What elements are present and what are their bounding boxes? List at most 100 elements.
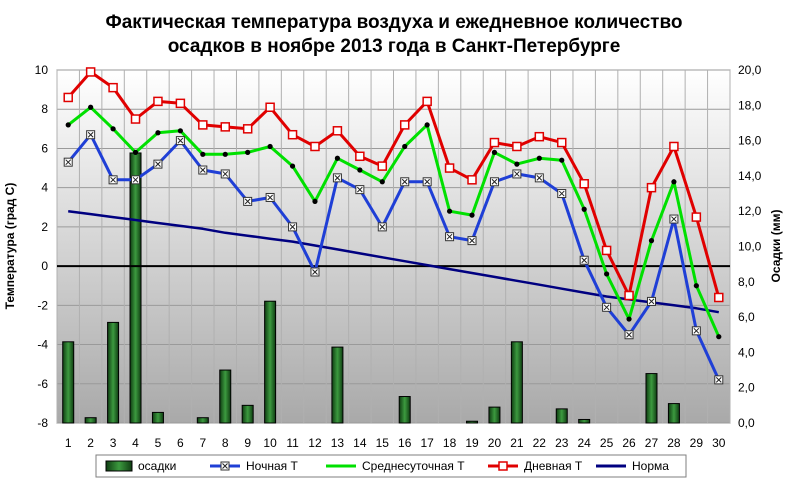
x-tick-label: 15 [376, 436, 390, 450]
precipitation-bar [107, 321, 120, 424]
mean-temp-point [648, 238, 655, 244]
y-tick-label: 10 [35, 63, 49, 77]
y2-tick-label: 12,0 [738, 204, 762, 218]
x-tick-label: 30 [712, 436, 726, 450]
day-temp-point [242, 124, 253, 134]
y-tick-label: -8 [37, 416, 48, 430]
series-line-1 [67, 105, 721, 338]
y2-tick-label: 20,0 [738, 63, 762, 77]
chart-title-line-1: Фактическая температура воздуха и ежедне… [106, 12, 683, 33]
legend-swatch-bars [105, 460, 133, 472]
x-tick-label: 1 [65, 436, 72, 450]
precipitation-bar [466, 420, 479, 424]
day-temp-point [422, 96, 432, 107]
night-temp-point-x [356, 186, 363, 193]
night-temp-point-x [155, 161, 161, 167]
y2-tick-label: 14,0 [738, 169, 762, 183]
day-temp-point [287, 129, 298, 140]
y2-axis-ticks: 0,0 2,0 4,0 6,0 8,0 10,0 12,0 14,0 16,0 18,0 20,0 [738, 63, 762, 430]
precipitation-bar [510, 341, 523, 424]
day-temp-point [534, 131, 545, 142]
x-tick-label: 26 [622, 436, 636, 450]
x-tick-label: 24 [578, 436, 592, 450]
night-temp-point-x [603, 304, 610, 311]
x-tick-label: 29 [690, 436, 704, 450]
y-tick-label: 2 [41, 220, 48, 234]
night-temp-point-x [65, 159, 72, 166]
x-tick-label: 21 [510, 436, 524, 450]
x-tick-label: 17 [420, 436, 434, 450]
x-tick-label: 28 [667, 436, 681, 450]
night-temp-point-x [379, 224, 386, 230]
x-tick-label: 13 [331, 436, 345, 450]
night-temp-point-x [267, 194, 273, 201]
day-temp-point [444, 163, 455, 173]
precipitation-bars [62, 152, 680, 424]
day-temp-point [512, 141, 522, 152]
night-temp-point-x [648, 298, 655, 305]
mean-temp-point [312, 198, 318, 204]
y-tick-label: -4 [37, 338, 48, 352]
day-temp-point [108, 82, 118, 93]
mean-temp-point [716, 334, 722, 340]
night-temp-point-x [424, 178, 431, 185]
precipitation-bar [241, 404, 254, 424]
day-temp-point [691, 212, 702, 222]
chart-title-line-2: осадков в ноябре 2013 года в Санкт-Петер… [168, 36, 621, 57]
precipitation-bar [151, 411, 164, 424]
mean-temp-point [514, 161, 520, 167]
precipitation-bar [578, 418, 591, 424]
mean-temp-point [581, 206, 587, 212]
legend-label: Ночная Т [246, 459, 298, 473]
mean-temp-point [559, 157, 565, 163]
night-temp-point-x [693, 327, 700, 334]
day-temp-point [265, 102, 275, 113]
night-temp-point-x [715, 377, 722, 383]
day-temp-point [714, 292, 724, 303]
x-tick-label: 12 [308, 436, 322, 450]
precipitation-bar [398, 396, 411, 424]
night-temp-point-x [626, 331, 632, 338]
mean-temp-point [604, 271, 610, 277]
day-temp-point [489, 137, 500, 148]
x-tick-label: 25 [600, 436, 614, 450]
x-tick-label: 27 [645, 436, 659, 450]
night-temp-point-x [87, 131, 94, 138]
night-temp-point-x [401, 178, 408, 185]
mean-temp-point [155, 130, 161, 136]
day-temp-point [646, 182, 657, 193]
night-temp-point-x [469, 237, 475, 244]
precipitation-bar [645, 373, 658, 424]
x-tick-label: 9 [244, 436, 251, 450]
night-temp-point-x [177, 137, 184, 144]
mean-temp-point [177, 128, 183, 134]
night-temp-point-x [446, 233, 453, 240]
precipitation-bar [62, 341, 75, 424]
mean-temp-point [446, 208, 453, 214]
mean-temp-point [267, 143, 273, 150]
precipitation-bar [555, 408, 568, 424]
y2-tick-label: 16,0 [738, 134, 762, 148]
x-tick-label: 5 [155, 436, 162, 450]
mean-temp-point [289, 163, 296, 169]
y2-tick-label: 6,0 [738, 310, 755, 324]
precipitation-bar [488, 406, 501, 424]
night-temp-point-x [244, 198, 251, 205]
legend: осадки Ночная Т Среднесуточная Т Дневная Т Н… [95, 454, 687, 478]
precipitation-bar [264, 300, 277, 424]
night-temp-point-x [514, 171, 520, 177]
legend-label: Среднесуточная Т [362, 459, 465, 473]
x-tick-label: 10 [263, 436, 277, 450]
mean-temp-point [626, 316, 632, 322]
day-temp-point [355, 151, 365, 162]
day-temp-point [669, 141, 679, 152]
x-tick-label: 3 [110, 436, 117, 450]
x-tick-label: 2 [87, 436, 94, 450]
mean-temp-point [469, 212, 475, 218]
x-tick-label: 19 [465, 436, 479, 450]
night-temp-point-x [558, 190, 565, 197]
y2-tick-label: 8,0 [738, 275, 755, 289]
night-temp-point-x [289, 224, 296, 230]
mean-temp-point [424, 122, 430, 128]
